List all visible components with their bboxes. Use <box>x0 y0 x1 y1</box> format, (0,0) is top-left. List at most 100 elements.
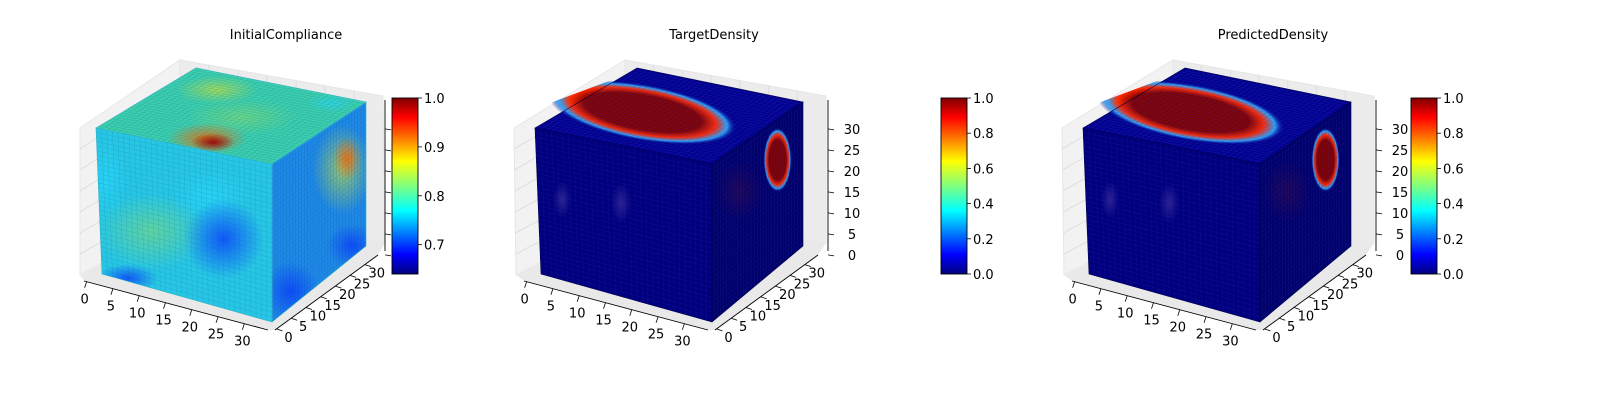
x-tick-label: 30 <box>234 335 251 350</box>
colorbar-gradient <box>1410 97 1438 275</box>
z-tick-label: 30 <box>1392 123 1409 138</box>
z-tick <box>384 212 392 215</box>
z-tick <box>1375 233 1383 236</box>
x-tick-label: 25 <box>208 328 225 343</box>
field-blob <box>715 161 764 222</box>
colorbar-tick-label: 0.6 <box>1443 162 1464 177</box>
voxel-mesh <box>271 103 367 320</box>
axis-lines <box>523 100 829 331</box>
y-tick <box>745 307 753 310</box>
y-tick <box>775 285 782 289</box>
voxel-mesh <box>99 68 364 164</box>
x-tick-label: 30 <box>1222 335 1239 350</box>
x-tick <box>576 295 580 302</box>
z-tick-label: 30 <box>844 123 861 138</box>
x-tick <box>524 281 528 288</box>
colorbar-tick-label: 0.2 <box>1443 233 1464 248</box>
colorbar-gradient <box>940 97 968 275</box>
x-tick-label: 0 <box>520 293 528 308</box>
y-tick-label: 30 <box>808 267 825 282</box>
x-tick <box>215 316 219 323</box>
x-tick <box>1203 316 1207 323</box>
voxel-mesh <box>96 129 273 321</box>
y-tick-label: 15 <box>764 299 781 314</box>
x-tick-label: 25 <box>648 328 665 343</box>
y-tick-label: 0 <box>1272 331 1280 346</box>
colorbar-tick-label: 0.7 <box>424 239 445 254</box>
x-tick <box>603 302 606 309</box>
x-tick <box>1177 309 1181 316</box>
y-tick <box>1279 317 1286 321</box>
top-density-region <box>1097 80 1285 145</box>
y-tick-label: 0 <box>724 331 732 346</box>
colorbar: 0.0 0.2 0.4 0.6 0.8 1.0 <box>1410 92 1464 283</box>
z-tick <box>827 233 835 236</box>
voxel-mesh <box>1259 103 1352 320</box>
y-axis-line <box>714 254 819 331</box>
cube-edges <box>1082 67 1352 323</box>
voxel-mesh <box>535 129 713 321</box>
cube-edges <box>95 67 367 323</box>
x-tick <box>1098 288 1102 295</box>
right-density-region <box>763 127 792 192</box>
colorbar-tick-label: 0.0 <box>973 268 994 283</box>
y-tick <box>1337 274 1345 278</box>
z-tick-label: 15 <box>844 186 861 201</box>
colorbar-tick-label: 0.8 <box>973 127 994 142</box>
colorbar-tick-label: 1.0 <box>424 92 445 107</box>
y-axis-line <box>274 254 379 331</box>
x-tick-label: 5 <box>547 300 555 315</box>
y-tick <box>1352 264 1359 268</box>
panel-title: PredictedDensity <box>1218 28 1329 43</box>
y-tick <box>789 274 797 278</box>
x-tick-label: 5 <box>107 300 115 315</box>
z-tick <box>827 212 835 215</box>
z-tick-label: 20 <box>844 165 861 180</box>
y-tick-label: 30 <box>1356 267 1373 282</box>
colorbar: 0.0 0.2 0.4 0.6 0.8 1.0 <box>940 92 994 283</box>
y-tick <box>804 264 811 268</box>
axis-lines <box>83 100 386 331</box>
y-tick-label: 10 <box>750 310 767 325</box>
z-tick <box>827 128 835 131</box>
field-blob <box>183 198 264 279</box>
x-tick-label: 15 <box>155 314 172 329</box>
x-tick <box>655 316 659 323</box>
x-tick <box>189 309 193 316</box>
field-blob <box>306 93 357 114</box>
z-tick <box>1375 128 1383 131</box>
z-tick <box>1375 212 1383 215</box>
field-blob <box>176 75 257 104</box>
y-tick-label: 10 <box>310 310 327 325</box>
z-tick <box>384 149 392 152</box>
colorbar: 0.7 0.8 0.9 1.0 <box>391 92 445 275</box>
y-tick <box>1323 285 1330 289</box>
y-tick-label: 15 <box>324 299 341 314</box>
x-tick <box>84 281 88 288</box>
y-tick-label: 25 <box>354 277 371 292</box>
x-tick <box>550 288 554 295</box>
z-tick-label: 10 <box>844 207 861 222</box>
z-tick-label: 15 <box>1392 186 1409 201</box>
colorbar-tick-label: 0.0 <box>1443 268 1464 283</box>
z-tick <box>827 170 835 173</box>
x-tick <box>163 302 166 309</box>
z-tick <box>827 191 835 194</box>
y-tick-label: 5 <box>1287 320 1295 335</box>
colorbar-tick-label: 0.2 <box>973 233 994 248</box>
y-tick <box>364 264 371 268</box>
x-tick <box>1229 323 1233 330</box>
panel-title: TargetDensity <box>668 28 759 43</box>
colorbar-tick-label: 0.4 <box>1443 198 1464 213</box>
y-tick <box>291 317 298 321</box>
x-tick <box>136 295 140 302</box>
z-tick-label: 10 <box>1392 207 1409 222</box>
z-tick <box>384 254 392 257</box>
cube-edges <box>534 67 804 323</box>
z-tick <box>827 149 835 152</box>
x-tick-label: 20 <box>621 321 638 336</box>
x-tick-label: 20 <box>181 321 198 336</box>
z-tick <box>827 254 835 257</box>
